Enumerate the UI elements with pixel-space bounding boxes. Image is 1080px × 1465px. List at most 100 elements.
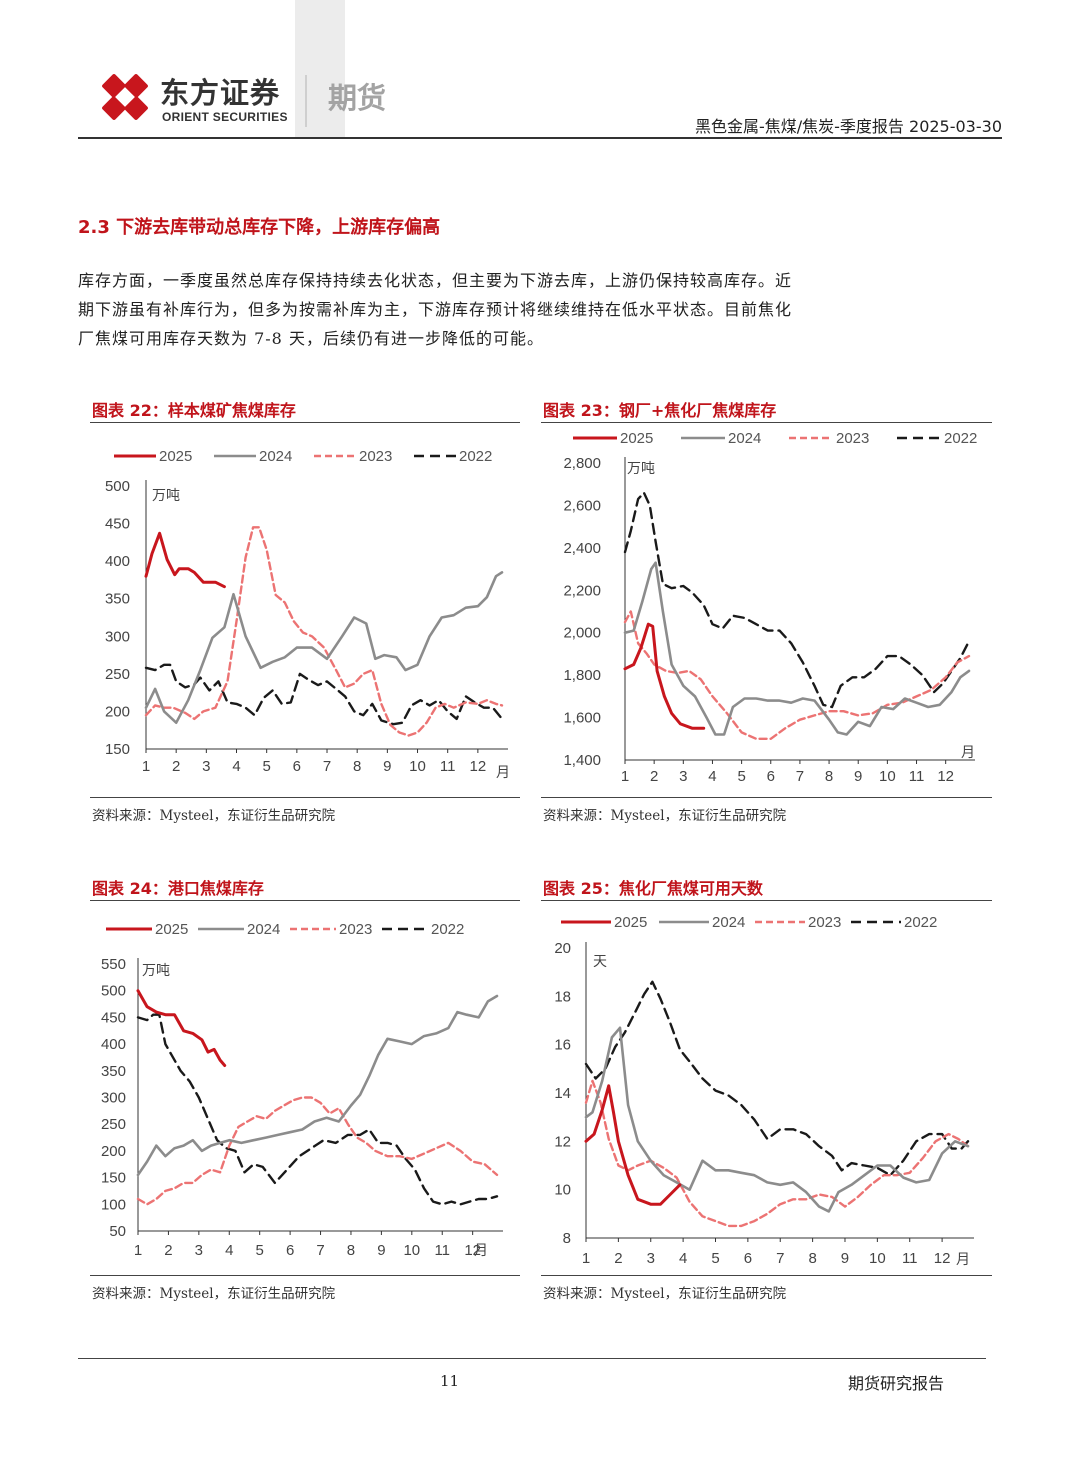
legend-label-2023: 2023 bbox=[339, 921, 372, 938]
x-tick-label: 1 bbox=[621, 768, 629, 785]
legend-label-2025: 2025 bbox=[159, 448, 192, 465]
y-unit-label: 万吨 bbox=[152, 487, 180, 503]
x-tick-label: 12 bbox=[934, 1250, 951, 1267]
x-tick-label: 5 bbox=[263, 758, 271, 775]
x-tick-label: 6 bbox=[286, 1242, 294, 1259]
legend-label-2024: 2024 bbox=[247, 921, 280, 938]
chart-25-source: 资料来源：Mysteel，东证衍生品研究院 bbox=[543, 1286, 787, 1302]
y-tick-label: 150 bbox=[101, 1170, 126, 1187]
series-line-2022 bbox=[584, 980, 970, 1177]
x-tick-label: 5 bbox=[256, 1242, 264, 1259]
series-line-2023 bbox=[584, 1079, 970, 1228]
y-tick-label: 2,200 bbox=[563, 582, 601, 599]
series-line-2024 bbox=[623, 561, 971, 736]
orient-logo-icon bbox=[102, 74, 148, 120]
series-line-2023 bbox=[144, 526, 504, 737]
legend-label-2025: 2025 bbox=[155, 921, 188, 938]
chart-22-top-rule bbox=[90, 422, 520, 423]
legend-label-2022: 2022 bbox=[459, 448, 492, 465]
y-tick-label: 2,800 bbox=[563, 455, 601, 472]
logo-brand: 东方证券 bbox=[160, 76, 281, 110]
y-tick-label: 150 bbox=[105, 741, 130, 758]
legend-label-2024: 2024 bbox=[728, 430, 761, 447]
x-tick-label: 3 bbox=[195, 1242, 203, 1259]
chart-25-top-rule bbox=[541, 900, 992, 901]
y-tick-label: 300 bbox=[105, 628, 130, 645]
x-tick-label: 9 bbox=[377, 1242, 385, 1259]
x-unit-label: 月 bbox=[474, 1242, 488, 1258]
y-tick-label: 400 bbox=[105, 553, 130, 570]
x-tick-label: 6 bbox=[744, 1250, 752, 1267]
y-tick-label: 350 bbox=[101, 1063, 126, 1080]
x-tick-label: 7 bbox=[323, 758, 331, 775]
x-tick-label: 4 bbox=[232, 758, 240, 775]
x-tick-label: 4 bbox=[708, 768, 716, 785]
y-tick-label: 250 bbox=[105, 666, 130, 683]
legend-label-2025: 2025 bbox=[614, 914, 647, 931]
x-tick-label: 12 bbox=[937, 768, 954, 785]
x-tick-label: 3 bbox=[202, 758, 210, 775]
y-tick-label: 2,400 bbox=[563, 540, 601, 557]
footer-label: 期货研究报告 bbox=[848, 1374, 945, 1393]
legend-label-2022: 2022 bbox=[904, 914, 937, 931]
legend-label-2022: 2022 bbox=[944, 430, 977, 447]
header-divider bbox=[78, 137, 1002, 139]
y-tick-label: 200 bbox=[101, 1143, 126, 1160]
chart-23: 2025 2024 2023 2022 2,800 2,600 2,400 2,200 2,00… bbox=[563, 430, 977, 785]
y-tick-label: 20 bbox=[554, 940, 571, 957]
x-tick-label: 1 bbox=[582, 1250, 590, 1267]
x-tick-label: 2 bbox=[172, 758, 180, 775]
x-tick-label: 4 bbox=[225, 1242, 233, 1259]
x-tick-label: 12 bbox=[464, 1242, 481, 1259]
chart-22-source: 资料来源：Mysteel，东证衍生品研究院 bbox=[92, 808, 336, 824]
logo-subtitle: ORIENT SECURITIES bbox=[162, 110, 288, 124]
x-tick-label: 10 bbox=[869, 1250, 886, 1267]
y-tick-label: 200 bbox=[105, 703, 130, 720]
x-tick-label: 4 bbox=[679, 1250, 687, 1267]
x-tick-label: 8 bbox=[808, 1250, 816, 1267]
y-tick-label: 350 bbox=[105, 591, 130, 608]
series-line-2023 bbox=[136, 1096, 499, 1206]
x-tick-label: 11 bbox=[440, 758, 456, 775]
x-tick-label: 8 bbox=[347, 1242, 355, 1259]
chart-24-title: 图表 24：港口焦煤库存 bbox=[92, 879, 264, 898]
series-line-2024 bbox=[136, 994, 499, 1177]
chart-23-title: 图表 23：钢厂+焦化厂焦煤库存 bbox=[543, 401, 777, 420]
legend-label-2023: 2023 bbox=[359, 448, 392, 465]
x-tick-label: 2 bbox=[164, 1242, 172, 1259]
x-tick-label: 3 bbox=[679, 768, 687, 785]
logo-divider bbox=[305, 75, 307, 127]
y-tick-label: 250 bbox=[101, 1116, 126, 1133]
x-tick-label: 11 bbox=[434, 1242, 450, 1259]
x-tick-label: 9 bbox=[841, 1250, 849, 1267]
footer-divider bbox=[78, 1358, 986, 1359]
x-tick-label: 6 bbox=[293, 758, 301, 775]
legend-label-2022: 2022 bbox=[431, 921, 464, 938]
y-tick-label: 50 bbox=[109, 1223, 126, 1240]
x-tick-label: 9 bbox=[854, 768, 862, 785]
y-tick-label: 1,600 bbox=[563, 710, 601, 727]
y-unit-label: 万吨 bbox=[142, 962, 170, 978]
y-tick-label: 2,600 bbox=[563, 497, 601, 514]
y-tick-label: 12 bbox=[554, 1133, 571, 1150]
section-body: 库存方面，一季度虽然总库存保持持续去化状态，但主要为下游去库，上游仍保持较高库存… bbox=[78, 271, 793, 348]
x-tick-label: 10 bbox=[409, 758, 426, 775]
y-tick-label: 300 bbox=[101, 1090, 126, 1107]
chart-23-bottom-rule bbox=[541, 797, 992, 798]
x-tick-label: 6 bbox=[767, 768, 775, 785]
chart-23-source: 资料来源：Mysteel，东证衍生品研究院 bbox=[543, 808, 787, 824]
x-tick-label: 10 bbox=[879, 768, 896, 785]
y-tick-label: 100 bbox=[101, 1196, 126, 1213]
x-tick-label: 9 bbox=[383, 758, 391, 775]
x-tick-label: 8 bbox=[353, 758, 361, 775]
y-unit-label: 万吨 bbox=[627, 460, 655, 476]
series-line-2025 bbox=[136, 989, 227, 1067]
series-line-2022 bbox=[623, 491, 971, 709]
x-tick-label: 12 bbox=[470, 758, 487, 775]
x-tick-label: 8 bbox=[825, 768, 833, 785]
legend-label-2025: 2025 bbox=[620, 430, 653, 447]
legend-label-2023: 2023 bbox=[808, 914, 841, 931]
y-tick-label: 450 bbox=[101, 1009, 126, 1026]
x-tick-label: 2 bbox=[650, 768, 658, 785]
y-tick-label: 400 bbox=[101, 1036, 126, 1053]
